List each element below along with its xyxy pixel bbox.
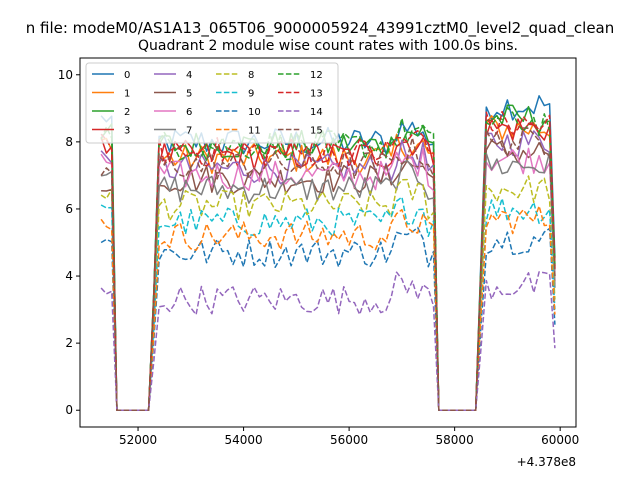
y-tick-label: 6 (65, 202, 73, 216)
legend-label-13: 13 (310, 89, 323, 100)
series-line-14 (100, 271, 556, 411)
legend-label-7: 7 (186, 126, 192, 137)
series-line-3 (100, 118, 556, 411)
x-tick-label: 60000 (541, 433, 579, 447)
series-line-7 (100, 151, 556, 411)
legend-label-0: 0 (124, 70, 130, 81)
legend-label-3: 3 (124, 126, 130, 137)
y-axis: 0 2 4 6 8 10 (58, 68, 80, 417)
y-tick-label: 0 (65, 403, 73, 417)
axes-frame (79, 57, 577, 428)
legend-label-8: 8 (248, 70, 254, 81)
plot-area (100, 95, 556, 411)
x-tick-label: 52000 (119, 433, 157, 447)
legend-label-10: 10 (248, 107, 261, 118)
legend-label-2: 2 (124, 107, 130, 118)
y-tick-label: 8 (65, 135, 73, 149)
legend-label-6: 6 (186, 107, 192, 118)
x-tick-label: 58000 (436, 433, 474, 447)
legend-label-1: 1 (124, 89, 130, 100)
figure-suptitle: n file: modeM0/AS1A13_065T06_9000005924_… (26, 19, 615, 38)
legend-label-14: 14 (310, 107, 323, 118)
series-line-4 (100, 130, 556, 411)
x-axis: 52000 54000 56000 58000 60000 (119, 427, 579, 447)
legend-label-12: 12 (310, 70, 323, 81)
x-tick-label: 56000 (330, 433, 368, 447)
y-tick-label: 2 (65, 336, 73, 350)
x-offset-label: +4.378e8 (517, 455, 576, 469)
legend-label-4: 4 (186, 70, 192, 81)
series-line-9 (100, 196, 556, 411)
series-line-5 (101, 139, 556, 411)
y-tick-label: 10 (58, 68, 73, 82)
legend-label-9: 9 (248, 89, 254, 100)
legend-label-11: 11 (248, 126, 261, 137)
x-tick-label: 54000 (224, 433, 262, 447)
series-line-10 (100, 226, 556, 411)
legend-label-5: 5 (186, 89, 192, 100)
series-line-13 (100, 110, 556, 411)
y-tick-label: 4 (65, 269, 73, 283)
series-line-8 (100, 175, 556, 411)
series-line-11 (100, 205, 556, 411)
series-line-15 (100, 127, 556, 411)
chart-title: Quadrant 2 module wise count rates with … (138, 38, 518, 54)
legend-box (85, 62, 339, 144)
legend-label-15: 15 (310, 126, 323, 137)
